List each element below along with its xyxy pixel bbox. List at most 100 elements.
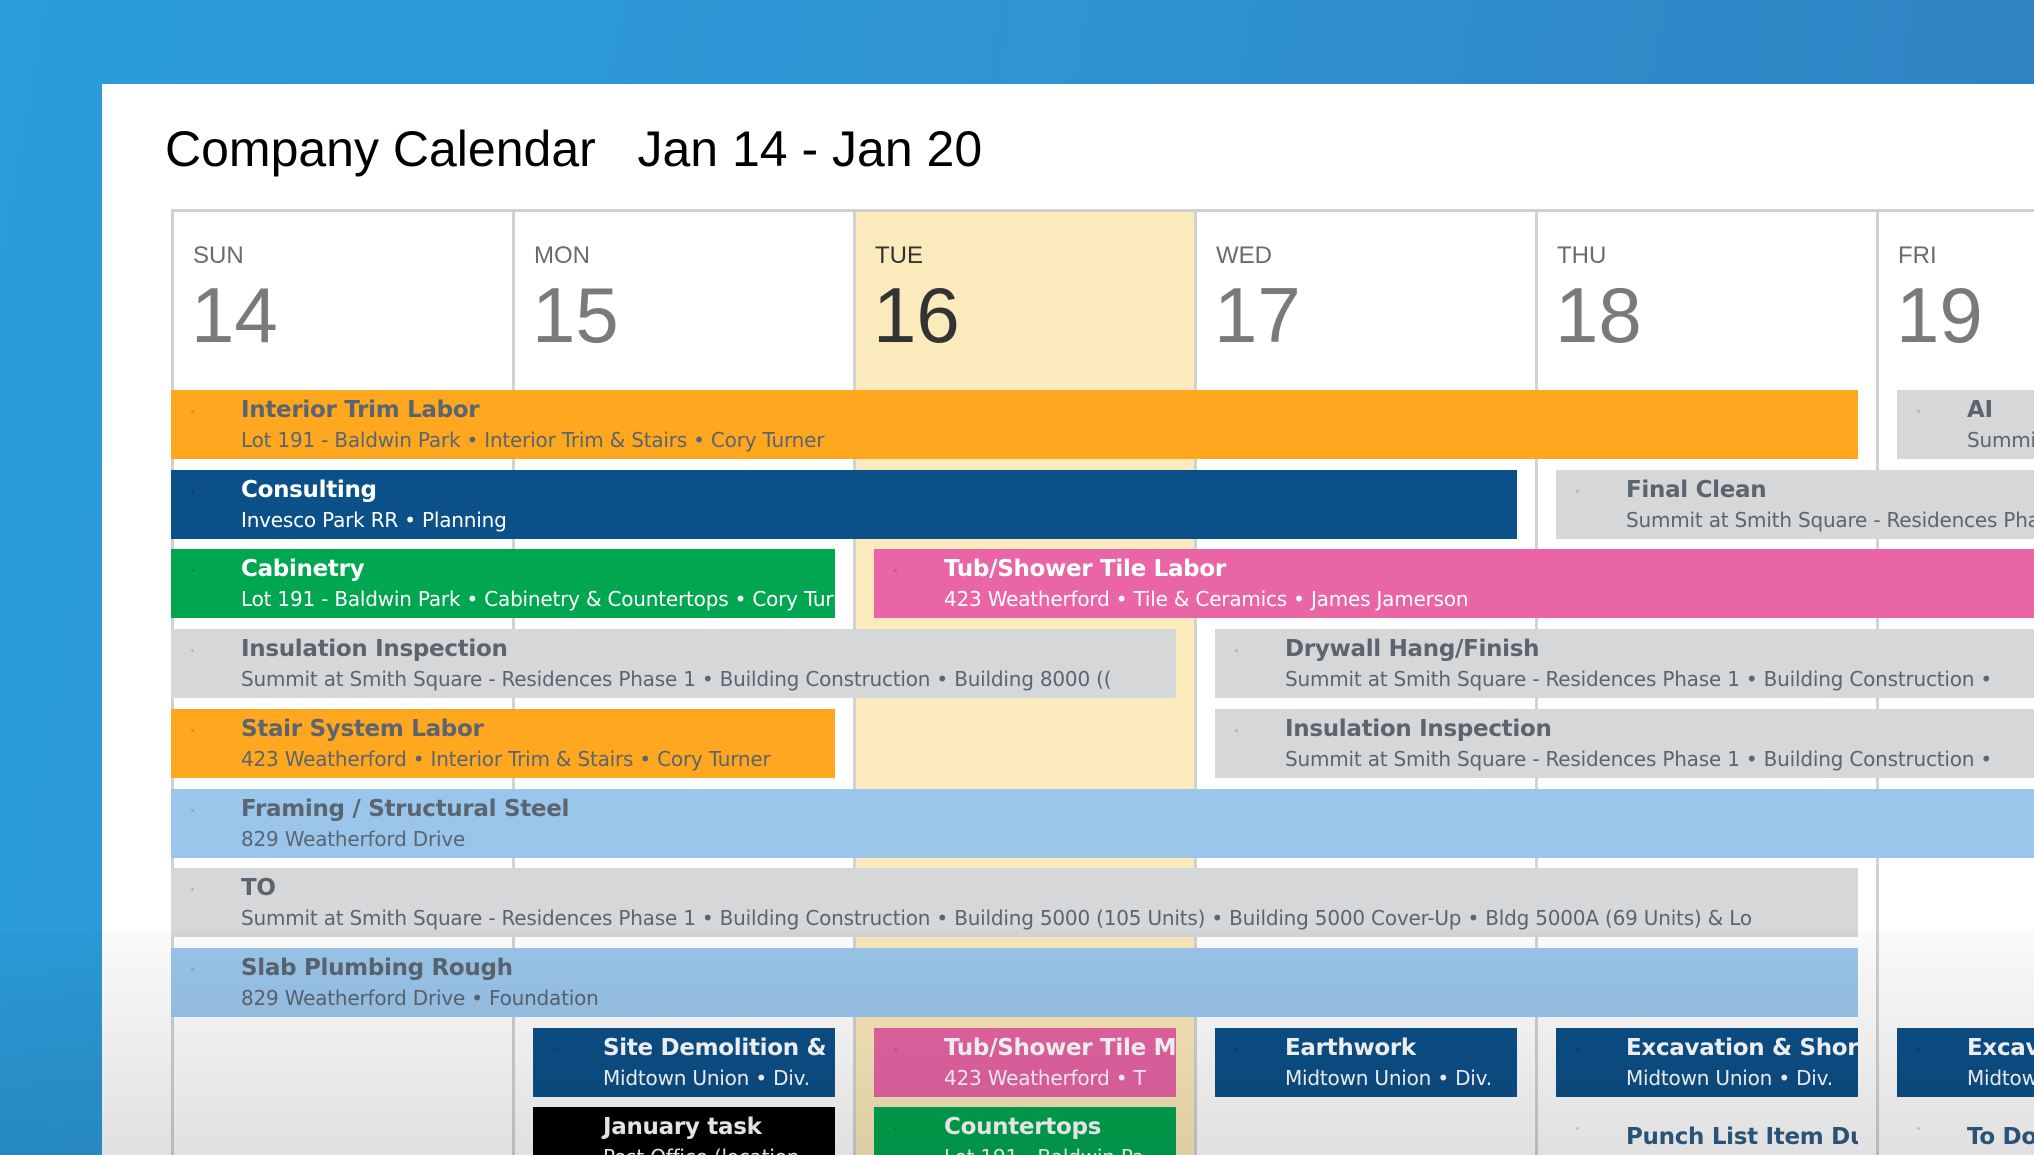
event-subtitle: 423 Weatherford • Tile & Ceramics • Jame…: [944, 587, 1469, 612]
event-title: Insulation Inspection: [241, 636, 508, 663]
event-dot-icon: [894, 1047, 897, 1051]
event-title: Slab Plumbing Rough: [241, 954, 513, 981]
day-name: THU: [1557, 242, 1607, 269]
event-dot-icon: [191, 808, 194, 812]
event-title: Framing / Structural Steel: [241, 795, 570, 822]
calendar-event[interactable]: Stair System Labor 423 Weatherford • Int…: [171, 708, 835, 778]
event-subtitle: Lot 191 - Baldwin Park • Interior Trim &…: [241, 428, 825, 452]
event-title: Consulting: [241, 476, 377, 503]
event-subtitle: 829 Weatherford Drive • Foundation: [241, 985, 599, 1010]
event-title: Excavation & Shor: [1626, 1034, 1858, 1061]
event-dot-icon: [1576, 1047, 1579, 1051]
calendar-event[interactable]: Earthwork Midtown Union • Div.: [1215, 1027, 1517, 1097]
event-title: January task: [603, 1114, 762, 1141]
event-dot-icon: [1917, 410, 1920, 413]
event-dot-icon: [1235, 728, 1238, 732]
event-subtitle: 423 Weatherford • Interior Trim & Stairs…: [241, 746, 771, 771]
day-number: 17: [1214, 271, 1301, 359]
calendar-event[interactable]: Punch List Item Due: [1556, 1107, 1858, 1155]
event-title: Countertops: [944, 1114, 1102, 1141]
event-title: Excav: [1967, 1034, 2034, 1061]
calendar-event[interactable]: Interior Trim Labor Lot 191 - Baldwin Pa…: [171, 390, 1858, 459]
event-title: To Do D: [1967, 1124, 2034, 1151]
event-dot-icon: [191, 728, 194, 732]
event-dot-icon: [1235, 649, 1238, 653]
calendar-panel: Company Calendar Jan 14 - Jan 20 SUN 14 M…: [102, 84, 2034, 1155]
event-dot-icon: [1917, 1047, 1920, 1051]
event-dot-icon: [894, 569, 897, 573]
calendar-event[interactable]: Framing / Structural Steel 829 Weatherfo…: [171, 788, 2034, 858]
calendar-event[interactable]: Excavation & Shor Midtown Union • Div.: [1556, 1027, 1858, 1097]
calendar-event[interactable]: Insulation Inspection Summit at Smith Sq…: [171, 629, 1176, 699]
event-subtitle: Summit at Smith Square: [1967, 428, 2034, 452]
event-subtitle: Lot 191 - Baldwin Pa: [944, 1145, 1144, 1155]
day-number: 16: [873, 271, 960, 359]
calendar-event[interactable]: Site Demolition & Midtown Union • Div.: [533, 1027, 835, 1097]
event-title: AI: [1967, 397, 1993, 423]
event-subtitle: Midtown Union • Div.: [1285, 1065, 1492, 1090]
event-subtitle: 829 Weatherford Drive: [241, 826, 466, 851]
event-subtitle: Midtow: [1967, 1065, 2034, 1090]
calendar-event[interactable]: Excav Midtow: [1897, 1027, 2034, 1097]
date-range: Jan 14 - Jan 20: [637, 121, 983, 177]
event-dot-icon: [553, 1127, 556, 1131]
calendar-event[interactable]: Cabinetry Lot 191 - Baldwin Park • Cabin…: [171, 549, 835, 619]
event-subtitle: Midtown Union • Div.: [603, 1065, 810, 1090]
day-number: 15: [532, 271, 619, 359]
event-subtitle: Summit at Smith Square - Residences Phas…: [1626, 507, 2034, 532]
event-subtitle: Summit at Smith Square - Residences Phas…: [241, 906, 1752, 931]
calendar-event[interactable]: Tub/Shower Tile M 423 Weatherford • T: [874, 1027, 1176, 1097]
event-subtitle: Post Office (location: [603, 1145, 799, 1155]
event-subtitle: Summit at Smith Square - Residences Phas…: [241, 667, 1112, 692]
day-number: 18: [1555, 271, 1642, 359]
event-dot-icon: [191, 888, 194, 892]
week-grid: SUN 14 MON 15 TUE 16 WED 17 THU 18 FRI 19 Int…: [171, 209, 2034, 1155]
event-dot-icon: [1235, 1047, 1238, 1051]
event-title: Stair System Labor: [241, 715, 484, 742]
event-dot-icon: [191, 569, 194, 573]
event-dot-icon: [553, 1047, 556, 1051]
day-name: FRI: [1898, 242, 1937, 269]
calendar-event[interactable]: AI Summit at Smith Square: [1897, 390, 2034, 459]
event-dot-icon: [1576, 489, 1579, 493]
calendar-event[interactable]: Drywall Hang/Finish Summit at Smith Squa…: [1215, 629, 2034, 699]
event-dot-icon: [191, 410, 194, 413]
event-title: Final Clean: [1626, 476, 1767, 503]
event-title: Punch List Item Due: [1626, 1124, 1858, 1151]
event-title: Tub/Shower Tile M: [944, 1034, 1176, 1061]
event-title: Insulation Inspection: [1285, 715, 1552, 742]
event-title: Earthwork: [1285, 1034, 1416, 1061]
event-title: Site Demolition &: [603, 1034, 827, 1061]
event-title: Cabinetry: [241, 556, 365, 583]
event-dot-icon: [1917, 1127, 1920, 1131]
calendar-event[interactable]: Consulting Invesco Park RR • Planning: [171, 469, 1517, 539]
day-name: SUN: [193, 242, 244, 269]
calendar-event[interactable]: Tub/Shower Tile Labor 423 Weatherford • …: [874, 549, 2034, 619]
day-name: MON: [534, 242, 590, 269]
calendar-event[interactable]: TO Summit at Smith Square - Residences P…: [171, 868, 1858, 938]
event-dot-icon: [191, 489, 194, 493]
calendar-event[interactable]: Insulation Inspection Summit at Smith Sq…: [1215, 708, 2034, 778]
calendar-event[interactable]: January task Post Office (location: [533, 1107, 835, 1155]
event-title: TO: [241, 875, 276, 902]
calendar-event[interactable]: To Do D: [1897, 1107, 2034, 1155]
calendar-title: Company Calendar: [165, 121, 596, 177]
calendar-event[interactable]: Slab Plumbing Rough 829 Weatherford Driv…: [171, 947, 1858, 1017]
calendar-event[interactable]: Countertops Lot 191 - Baldwin Pa: [874, 1107, 1176, 1155]
day-number: 14: [191, 271, 278, 359]
calendar-event[interactable]: Final Clean Summit at Smith Square - Res…: [1556, 469, 2034, 539]
event-title: Tub/Shower Tile Labor: [944, 556, 1226, 583]
event-dot-icon: [894, 1127, 897, 1131]
event-dot-icon: [191, 649, 194, 653]
day-number: 19: [1896, 271, 1983, 359]
event-dot-icon: [1576, 1127, 1579, 1131]
event-dot-icon: [191, 967, 194, 971]
day-name: TUE: [875, 242, 923, 269]
event-subtitle: Lot 191 - Baldwin Park • Cabinetry & Cou…: [241, 587, 835, 612]
event-title: Drywall Hang/Finish: [1285, 636, 1540, 663]
event-subtitle: 423 Weatherford • T: [944, 1065, 1146, 1090]
day-name: WED: [1216, 242, 1272, 269]
event-subtitle: Summit at Smith Square - Residences Phas…: [1285, 667, 1993, 692]
event-subtitle: Midtown Union • Div.: [1626, 1065, 1833, 1090]
event-title: Interior Trim Labor: [241, 397, 480, 423]
